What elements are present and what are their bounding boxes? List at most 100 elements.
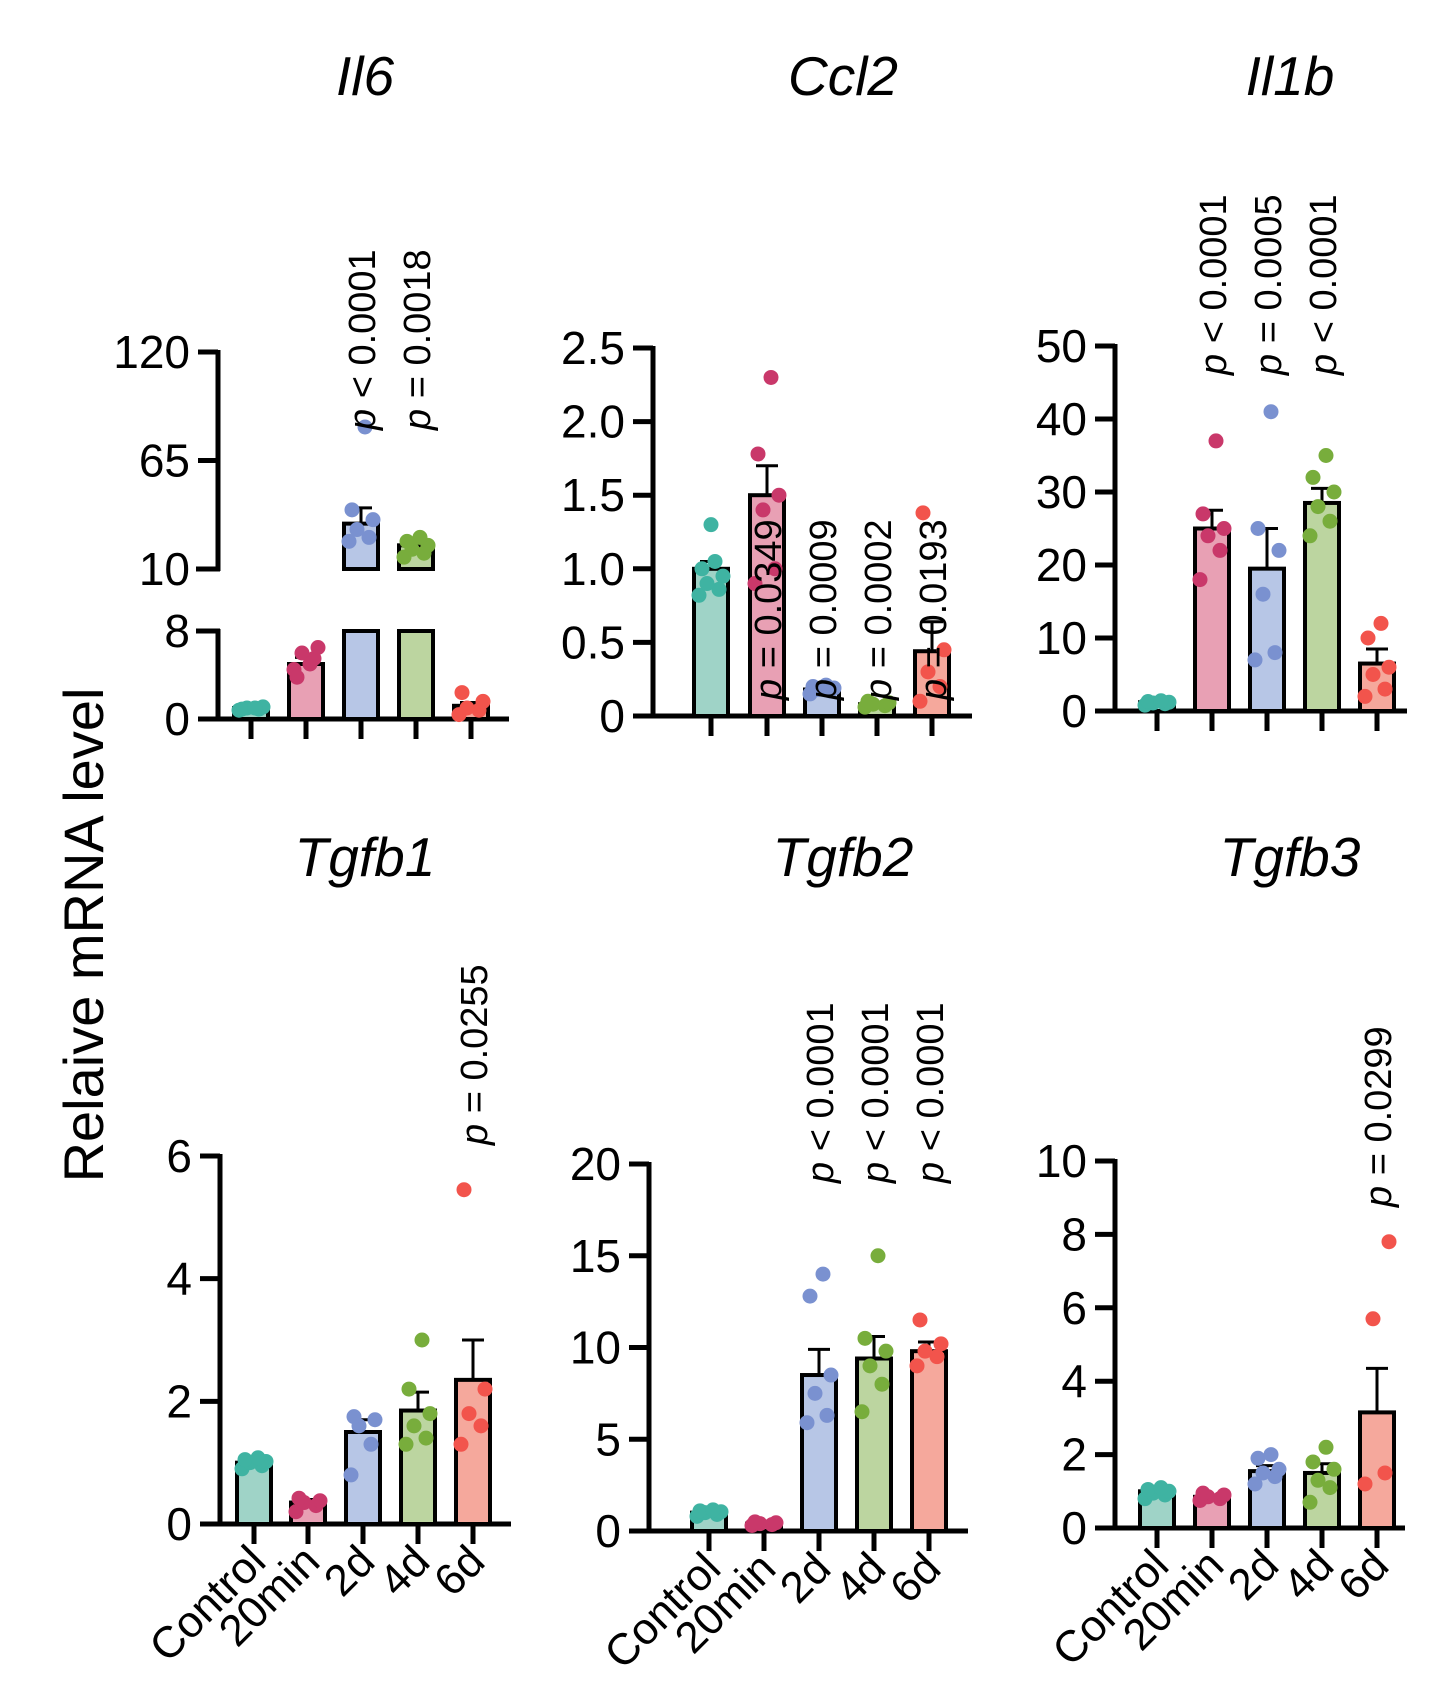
y-tick-label: 4 — [166, 1253, 192, 1305]
data-point — [1140, 694, 1156, 710]
y-tick-label: 2.0 — [561, 396, 625, 448]
data-point — [1322, 513, 1338, 529]
y-tick-label: 10 — [1036, 612, 1087, 664]
y-tick-label: 0 — [595, 1505, 621, 1557]
data-point — [344, 502, 360, 518]
panel-title: Ccl2 — [788, 45, 898, 107]
data-point — [412, 529, 428, 545]
bar-lower-4d — [397, 629, 435, 721]
panel-title: Il6 — [336, 45, 395, 107]
bar-6d — [454, 1377, 492, 1527]
data-point — [1322, 1480, 1338, 1496]
data-point — [750, 446, 766, 462]
panel-title: Tgfb3 — [1220, 826, 1361, 888]
data-point — [1305, 1454, 1321, 1470]
data-point — [1250, 521, 1266, 536]
bar-20min — [1193, 526, 1231, 713]
p-value-label: p = 0.0002 — [858, 519, 900, 701]
data-point — [1365, 1311, 1381, 1327]
data-point — [357, 419, 373, 435]
data-point — [917, 1343, 933, 1359]
data-point — [909, 1358, 925, 1374]
data-point — [456, 1182, 472, 1198]
data-point — [857, 1330, 873, 1346]
y-tick-label: 5 — [595, 1413, 621, 1465]
data-point — [1302, 1494, 1318, 1510]
data-point — [1318, 448, 1334, 463]
data-point — [860, 693, 876, 709]
p-value-label: p < 0.0001 — [342, 249, 384, 431]
p-value-label: p < 0.0001 — [855, 1002, 897, 1184]
data-point — [475, 693, 491, 709]
data-point — [802, 1288, 818, 1304]
p-value-label: p = 0.0349 — [748, 519, 790, 701]
data-point — [398, 1436, 414, 1452]
data-point — [461, 1406, 477, 1422]
data-point — [341, 533, 357, 549]
data-point — [805, 679, 821, 695]
data-point — [767, 561, 783, 577]
data-point — [768, 1515, 784, 1531]
data-point — [1153, 693, 1169, 709]
data-point — [1271, 542, 1287, 558]
data-point — [453, 1436, 469, 1452]
data-point — [399, 533, 415, 549]
data-point — [250, 1450, 266, 1466]
data-point — [343, 1467, 359, 1483]
data-point — [1357, 1476, 1373, 1492]
data-point — [694, 561, 710, 577]
data-point — [823, 1367, 839, 1383]
data-point — [361, 529, 377, 545]
y-tick-label: 2 — [166, 1375, 192, 1427]
data-point — [349, 522, 365, 538]
data-point — [915, 505, 931, 521]
y-tick-label: 0 — [164, 693, 190, 745]
data-point — [715, 568, 731, 584]
y-axis-label: Relaive mRNA level — [52, 688, 115, 1183]
data-point — [1373, 615, 1389, 631]
panel-title: Tgfb1 — [295, 826, 436, 888]
data-point — [755, 502, 771, 518]
y-tick-label: 30 — [1036, 466, 1087, 518]
data-point — [870, 1248, 886, 1264]
data-point — [1377, 1465, 1393, 1481]
panel-title: Il1b — [1246, 45, 1335, 107]
p-value-label: p < 0.0001 — [1193, 194, 1235, 376]
data-point — [1200, 528, 1216, 544]
data-point — [1195, 1485, 1211, 1501]
panel-il6: Il6 0 8 10 65 120 p < 0.0001 p = 0.0018 — [113, 45, 509, 745]
bar-20min — [748, 493, 786, 719]
y-tick-label: 6 — [1061, 1282, 1087, 1334]
data-point — [1208, 433, 1224, 449]
data-point — [1318, 1439, 1334, 1455]
y-tick-label: 65 — [139, 435, 190, 487]
y-tick-label: 120 — [113, 326, 190, 378]
data-point — [862, 1358, 878, 1374]
data-point — [703, 517, 719, 533]
data-point — [1365, 667, 1381, 682]
y-tick-label: 6 — [166, 1130, 192, 1182]
data-point — [707, 553, 723, 569]
data-point — [815, 1266, 831, 1282]
data-point — [1305, 469, 1321, 485]
y-tick-label: 8 — [164, 605, 190, 657]
data-point — [310, 640, 326, 655]
data-point — [1255, 586, 1271, 602]
data-point — [1250, 1450, 1266, 1466]
data-point — [1247, 1476, 1263, 1492]
data-point — [881, 695, 897, 711]
p-value-label: p = 0.0193 — [913, 519, 955, 701]
p-value-label: p = 0.0005 — [1248, 194, 1290, 376]
y-tick-label: 2 — [1061, 1429, 1087, 1481]
panel-ccl2: Ccl2 0 0.5 1.0 1.5 2.0 2.5 p = 0.0349 p = 0.0009… — [561, 45, 972, 742]
data-point — [1326, 484, 1342, 500]
data-point — [912, 693, 928, 709]
data-point — [459, 700, 475, 716]
data-point — [454, 685, 470, 701]
y-tick-label: 50 — [1036, 320, 1087, 372]
data-point — [933, 1336, 949, 1352]
data-point — [818, 677, 834, 693]
data-point — [1216, 521, 1232, 536]
